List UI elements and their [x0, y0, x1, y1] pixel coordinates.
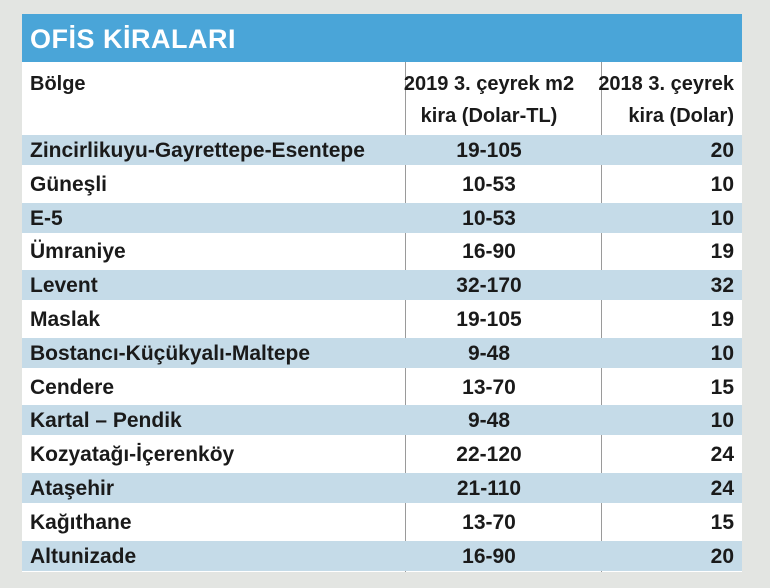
table-row: E-5 10-53 10 [22, 202, 742, 233]
table-row: Altunizade 16-90 20 [22, 540, 742, 571]
rent-2019-cell: 16-90 [462, 240, 516, 264]
region-cell: E-5 [30, 206, 63, 230]
rent-2019-cell: 10-53 [462, 206, 516, 230]
rent-2018-cell: 15 [710, 375, 734, 399]
region-cell: Kozyatağı-İçerenköy [30, 443, 235, 467]
header-rent-2019: 2019 3. çeyrek m2 kira (Dolar-TL) [388, 68, 590, 148]
region-cell: Bostancı-Küçükyalı-Maltepe [30, 341, 311, 365]
header-rent-2018-line1: 2018 3. çeyrek [598, 73, 734, 95]
rent-2018-cell: 10 [710, 341, 734, 365]
region-cell: Güneşli [30, 172, 108, 196]
region-cell: Zincirlikuyu-Gayrettepe-Esentepe [30, 139, 365, 162]
header-region: Bölge [30, 68, 86, 148]
header-rent-2019-line1: 2019 3. çeyrek m2 [403, 73, 575, 95]
rent-2019-cell: 13-70 [462, 510, 516, 534]
table-row: Kartal – Pendik 9-48 10 [22, 405, 742, 436]
rent-2019-cell: 19-105 [456, 308, 522, 331]
column-divider [405, 62, 406, 572]
rent-2018-cell: 20 [710, 544, 734, 568]
table-title: OFİS KİRALARI [22, 14, 742, 62]
rent-2018-cell: 15 [710, 510, 734, 534]
table-row: Bostancı-Küçükyalı-Maltepe 9-48 10 [22, 337, 742, 368]
rent-2019-cell: 16-90 [462, 544, 516, 568]
table-row: Güneşli 10-53 10 [22, 169, 742, 199]
rent-2018-cell: 24 [710, 443, 734, 467]
table-row: Zincirlikuyu-Gayrettepe-Esentepe 19-105 20 [22, 135, 742, 165]
region-cell: Altunizade [30, 544, 137, 568]
table-row: Maslak 19-105 19 [22, 304, 742, 334]
rent-2018-cell: 10 [710, 409, 734, 433]
rent-2019-cell: 9-48 [467, 341, 511, 365]
rent-2018-cell: 20 [710, 139, 734, 162]
rent-2018-cell: 19 [710, 308, 734, 331]
header-rent-2018: 2018 3. çeyrek kira (Dolar) [590, 68, 734, 148]
rent-2019-cell: 10-53 [462, 172, 516, 196]
column-divider [601, 62, 602, 572]
region-cell: Kartal – Pendik [30, 409, 182, 433]
region-cell: Ataşehir [30, 477, 115, 500]
region-cell: Cendere [30, 375, 115, 399]
rent-2018-cell: 24 [710, 477, 734, 500]
office-rent-table: OFİS KİRALARI Bölge 2019 3. çeyrek m2 ki… [22, 14, 742, 572]
region-cell: Maslak [30, 308, 101, 331]
rent-2018-cell: 10 [710, 172, 734, 196]
rent-2019-cell: 32-170 [456, 274, 522, 298]
rent-2019-cell: 9-48 [467, 409, 511, 433]
table-row: Cendere 13-70 15 [22, 372, 742, 402]
region-cell: Ümraniye [30, 240, 126, 264]
rent-2019-cell: 13-70 [462, 375, 516, 399]
table-row: Ataşehir 21-110 24 [22, 473, 742, 503]
header-region-label: Bölge [30, 73, 86, 95]
table-row: Ümraniye 16-90 19 [22, 236, 742, 266]
table-row: Levent 32-170 32 [22, 270, 742, 301]
region-cell: Kağıthane [30, 510, 132, 534]
rent-2018-cell: 10 [710, 206, 734, 230]
rent-2019-cell: 19-105 [456, 139, 522, 162]
header-rent-2018-line2: kira (Dolar) [628, 105, 734, 127]
rent-2018-cell: 19 [710, 240, 734, 264]
table-row: Kağıthane 13-70 15 [22, 507, 742, 537]
rent-2019-cell: 22-120 [456, 443, 522, 467]
table-row: Kozyatağı-İçerenköy 22-120 24 [22, 439, 742, 469]
rent-2018-cell: 32 [710, 274, 734, 298]
header-rent-2019-line2: kira (Dolar-TL) [420, 105, 558, 127]
rent-2019-cell: 21-110 [456, 477, 522, 500]
region-cell: Levent [30, 274, 98, 298]
